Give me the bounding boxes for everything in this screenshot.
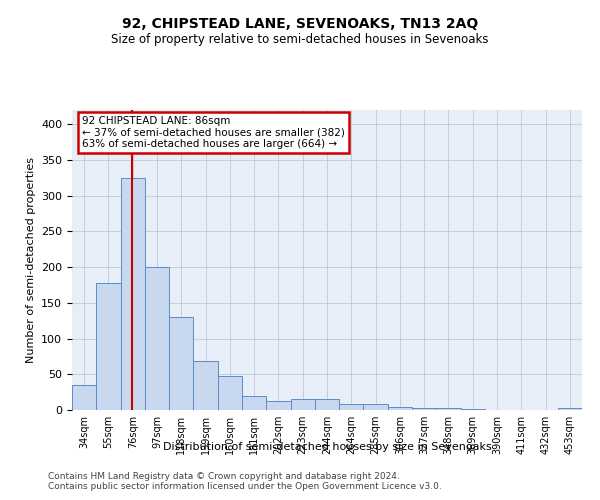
Text: 92, CHIPSTEAD LANE, SEVENOAKS, TN13 2AQ: 92, CHIPSTEAD LANE, SEVENOAKS, TN13 2AQ (122, 18, 478, 32)
Y-axis label: Number of semi-detached properties: Number of semi-detached properties (26, 157, 35, 363)
Text: Distribution of semi-detached houses by size in Sevenoaks: Distribution of semi-detached houses by … (163, 442, 491, 452)
Bar (290, 400, 315, 410)
Text: Size of property relative to semi-detached houses in Sevenoaks: Size of property relative to semi-detach… (111, 32, 489, 46)
Bar (96, 283, 121, 410)
Bar (121, 178, 145, 410)
Bar (339, 404, 364, 410)
Bar (145, 267, 169, 410)
Text: Contains public sector information licensed under the Open Government Licence v3: Contains public sector information licen… (48, 482, 442, 491)
Bar (169, 317, 193, 410)
Bar (388, 407, 412, 410)
Text: 92 CHIPSTEAD LANE: 86sqm
← 37% of semi-detached houses are smaller (382)
63% of : 92 CHIPSTEAD LANE: 86sqm ← 37% of semi-d… (82, 116, 345, 149)
Bar (436, 408, 461, 410)
Bar (412, 408, 436, 410)
Bar (218, 376, 242, 410)
Bar (193, 362, 218, 410)
Bar (558, 408, 582, 410)
Bar (266, 402, 290, 410)
Text: Contains HM Land Registry data © Crown copyright and database right 2024.: Contains HM Land Registry data © Crown c… (48, 472, 400, 481)
Bar (315, 400, 339, 410)
Bar (72, 385, 96, 410)
Bar (364, 404, 388, 410)
Bar (242, 396, 266, 410)
